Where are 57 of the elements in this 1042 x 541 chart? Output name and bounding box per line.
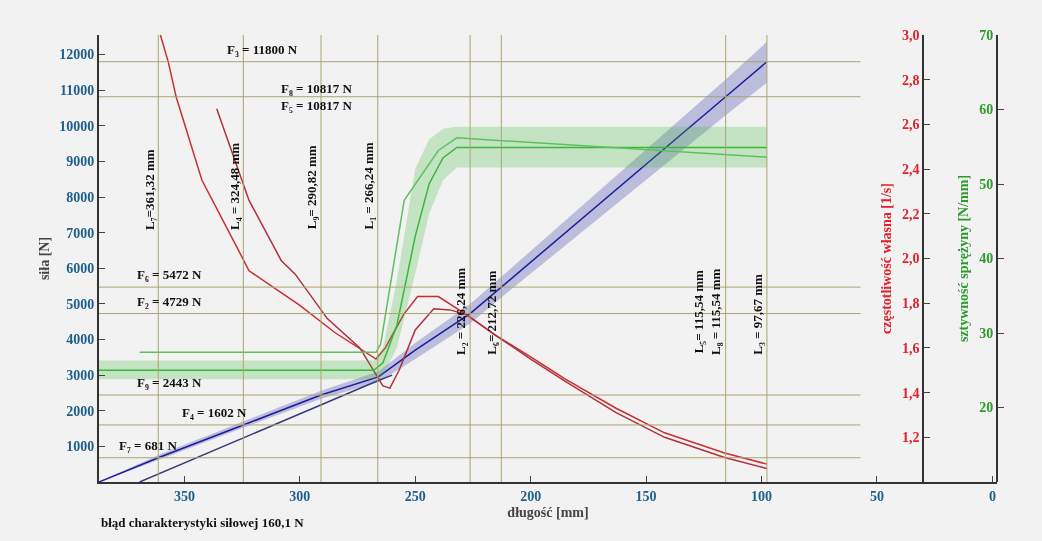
y2-tick-label: 2,8 [902,72,920,88]
y-tick-label: 1000 [66,439,95,455]
x-tick-label: 150 [635,488,657,504]
ref-line-label: F₂ = 4729 N [137,294,202,309]
text: błąd charakterystyki siłowej 160,1 N [101,515,305,530]
x-axis-title: długość [mm] [507,504,589,520]
ref-line-label: L₆= 212,72 mm [483,270,499,355]
ref-line-label: L₇=361,32 mm [141,149,157,230]
ref-line-label: F₈ = 10817 N F₅ = 10817 N [281,81,353,113]
y3-tick-label: 70 [979,27,994,43]
y-tick-label: 12000 [59,47,95,63]
y-tick-label: 3000 [66,368,95,384]
y-tick-label: 9000 [66,154,95,170]
ref-line-label: F₇ = 681 N [119,438,178,453]
y2-tick-label: 2,6 [902,117,920,133]
y3-tick-label: 50 [979,176,994,192]
y2-axis-title: częstotliwość własna [1/s] [879,183,895,334]
x-tick-label: 200 [520,488,542,504]
ref-line-label: L₂ = 226,24 mm [453,267,469,355]
ref-line-label: L₄ = 324,48 mm [226,142,242,231]
y-tick-label: 2000 [66,403,95,419]
ref-line-label: L₁ = 266,24 mm [361,142,377,230]
y-tick-label: 11000 [59,83,95,99]
x-tick-label: 300 [289,488,311,504]
y3-axis-title: sztywność sprężyny [N/mm] [956,174,972,343]
y2-tick-label: 3,0 [902,27,920,43]
y3-tick-label: 40 [979,251,994,267]
y2-tick-label: 1,8 [902,296,920,312]
x-tick-label: 50 [869,488,884,504]
x-tick-label: 250 [404,488,426,504]
ref-line-label: F₆ = 5472 N [137,267,202,282]
x-tick-label: 350 [173,488,195,504]
x-tick-label: 0 [988,488,996,504]
y-tick-label: 10000 [59,118,95,134]
y-tick-label: 7000 [66,225,95,241]
ref-line-label: L₃ = 97,67 mm [750,273,766,355]
y2-tick-label: 1,2 [902,430,920,446]
y-tick-label: 4000 [66,332,95,348]
y3-tick-label: 60 [979,102,994,118]
y3-tick-label: 20 [979,400,994,416]
ref-line-label: F₄ = 1602 N [182,405,247,420]
y3-tick-label: 30 [979,325,994,341]
ref-line-label: L₅= 115,54 mm L₈ = 115,54 mm [691,268,724,355]
y2-tick-label: 2,4 [902,162,920,177]
ref-line-label: L₉= 290,82 mm [303,145,319,230]
y2-tick-label: 1,6 [902,340,920,356]
y-tick-label: 8000 [66,189,95,205]
y-axis-title: siła [N] [37,236,53,281]
ref-line-label: F₉ = 2443 N [137,375,202,390]
y2-tick-label: 1,4 [902,385,920,401]
line-series [138,137,768,354]
ref-line-label: F₃ = 11800 N [227,42,298,57]
y2-tick-label: 2,2 [902,206,920,222]
y2-tick-label: 2,0 [902,251,920,267]
x-tick-label: 100 [751,488,773,504]
y-tick-label: 6000 [66,261,95,277]
y-tick-label: 5000 [66,296,95,312]
